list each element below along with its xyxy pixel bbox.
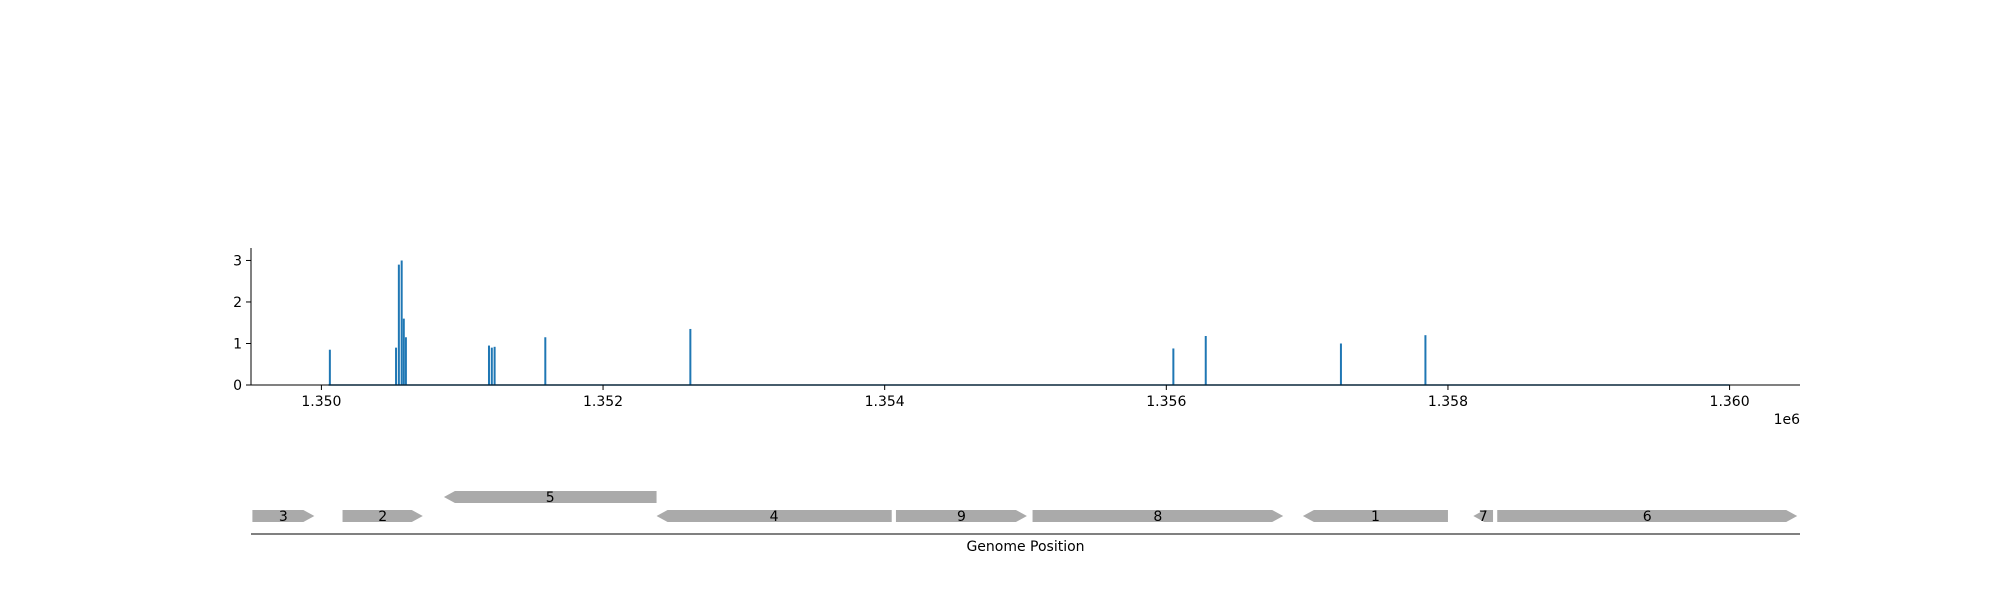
gene-arrow: 5 <box>443 490 657 506</box>
coverage-series <box>328 260 1730 386</box>
gene-arrow: 2 <box>342 509 423 525</box>
gene-arrows: 3 2 5 4 9 8 1 7 6 <box>252 490 1798 525</box>
gene-label: 2 <box>378 509 387 525</box>
gene-label: 1 <box>1371 509 1380 525</box>
gene-label: 6 <box>1643 509 1652 525</box>
y-ticks: 0 1 2 3 <box>233 253 251 394</box>
gene-arrow-shape <box>443 491 657 503</box>
x-tick-label: 1.356 <box>1146 394 1186 410</box>
gene-label: 9 <box>957 509 966 525</box>
y-tick-label: 2 <box>233 295 242 311</box>
gene-track: 3 2 5 4 9 8 1 7 6 Genome Position <box>251 490 1800 555</box>
gene-arrow-shape <box>1497 510 1798 522</box>
gene-label: 5 <box>546 490 555 506</box>
coverage-plot: 1.350 1.352 1.354 1.356 1.358 1.360 0 1 2 3 1e6 <box>233 248 1800 428</box>
gene-label: 7 <box>1479 509 1488 525</box>
y-tick-label: 3 <box>233 253 242 269</box>
gene-label: 8 <box>1153 509 1162 525</box>
gene-arrow: 7 <box>1473 509 1494 525</box>
x-offset-label: 1e6 <box>1774 412 1801 428</box>
gene-arrow-shape <box>1473 510 1494 522</box>
x-tick-label: 1.354 <box>865 394 905 410</box>
gene-arrow: 6 <box>1497 509 1798 525</box>
x-tick-label: 1.360 <box>1710 394 1750 410</box>
gene-label: 3 <box>279 509 288 525</box>
y-tick-label: 1 <box>233 336 242 352</box>
x-tick-label: 1.358 <box>1428 394 1468 410</box>
x-tick-label: 1.350 <box>301 394 341 410</box>
gene-arrow: 1 <box>1302 509 1448 525</box>
x-axis-title: Genome Position <box>966 539 1084 555</box>
gene-arrow-shape <box>342 510 423 522</box>
y-tick-label: 0 <box>233 378 242 394</box>
x-ticks: 1.350 1.352 1.354 1.356 1.358 1.360 <box>301 385 1750 410</box>
gene-arrow-shape <box>1302 510 1448 522</box>
gene-arrow-shape <box>1032 510 1284 522</box>
x-tick-label: 1.352 <box>583 394 623 410</box>
gene-arrow-shape <box>895 510 1027 522</box>
gene-arrow: 3 <box>252 509 315 525</box>
gene-arrow: 9 <box>895 509 1027 525</box>
gene-arrow: 4 <box>656 509 892 525</box>
gene-arrow-shape <box>252 510 315 522</box>
gene-arrow-shape <box>656 510 892 522</box>
gene-label: 4 <box>770 509 779 525</box>
gene-arrow: 8 <box>1032 509 1284 525</box>
